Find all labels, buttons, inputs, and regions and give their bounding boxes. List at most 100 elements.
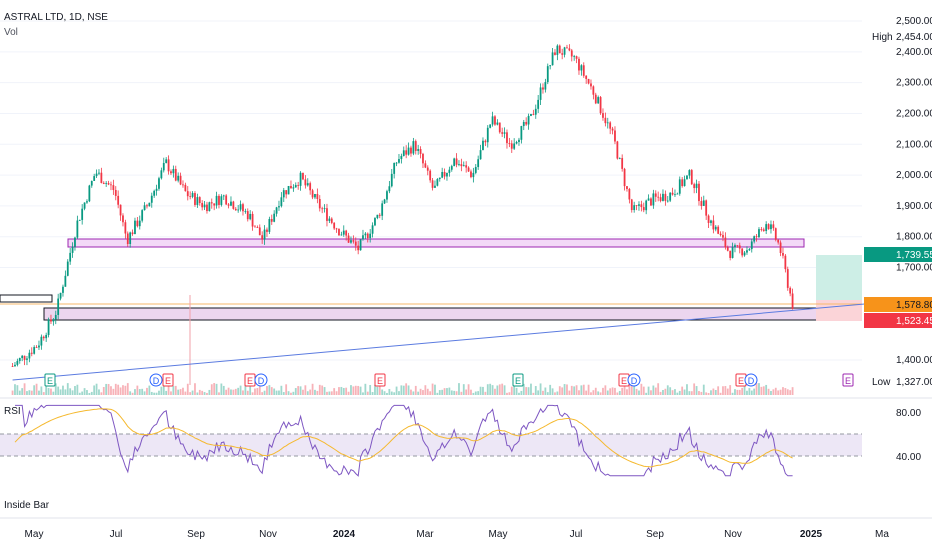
- candle-body: [347, 235, 350, 243]
- candle-body: [232, 201, 235, 209]
- candle-body: [182, 184, 184, 186]
- candle-body: [441, 171, 444, 178]
- candle-body: [758, 229, 760, 238]
- volume-bar: [527, 387, 530, 395]
- candle-body: [218, 195, 220, 205]
- volume-bar: [570, 385, 573, 395]
- candle-body: [402, 150, 405, 156]
- volume-bar: [206, 392, 208, 395]
- candle-body: [381, 203, 384, 216]
- candle-body: [62, 286, 64, 293]
- volume-bar: [431, 383, 434, 395]
- price-tick: 1,800.00: [896, 232, 932, 243]
- volume-bar: [590, 392, 592, 395]
- volume-bar: [340, 386, 343, 395]
- volume-bar: [81, 391, 84, 395]
- volume-bar: [124, 385, 127, 395]
- volume-bar: [95, 383, 98, 395]
- candle-body: [767, 224, 770, 230]
- volume-bar: [354, 385, 357, 395]
- earnings-marker[interactable]: E: [842, 373, 854, 387]
- volume-bar: [208, 389, 211, 395]
- volume-bar: [386, 392, 388, 395]
- volume-bar: [304, 385, 307, 395]
- stop-badge-value: 1,523.45: [896, 316, 932, 327]
- volume-bar: [112, 388, 115, 395]
- volume-bar: [542, 390, 544, 395]
- volume-bar: [273, 388, 276, 395]
- volume-bar: [686, 384, 688, 395]
- trendline[interactable]: [12, 297, 932, 381]
- earnings-marker[interactable]: E: [512, 373, 524, 387]
- candle-body: [275, 207, 278, 214]
- volume-bar: [198, 389, 201, 395]
- earnings-marker[interactable]: E: [374, 373, 386, 387]
- event-glyph: D: [748, 376, 755, 386]
- volume-bar: [599, 392, 602, 395]
- candle-body: [239, 204, 242, 210]
- candle-body: [206, 204, 208, 212]
- volume-bar: [551, 388, 554, 395]
- candle-body: [400, 155, 403, 160]
- volume-bar: [237, 387, 240, 395]
- dividend-marker[interactable]: D: [627, 373, 641, 387]
- candle-body: [14, 364, 16, 367]
- candle-body: [597, 97, 600, 104]
- candle-body: [338, 229, 340, 236]
- earnings-marker[interactable]: E: [162, 373, 174, 387]
- dividend-marker[interactable]: D: [149, 373, 163, 387]
- volume-bar: [412, 391, 415, 395]
- volume-bar: [722, 386, 724, 395]
- volume-bar: [609, 388, 612, 395]
- volume-bar: [100, 392, 103, 395]
- candle-body: [69, 252, 72, 262]
- volume-bar: [729, 385, 732, 395]
- candle-body: [717, 226, 720, 234]
- rsi-label: RSI: [4, 406, 21, 417]
- target-box[interactable]: [816, 255, 862, 306]
- earnings-marker[interactable]: E: [44, 373, 56, 387]
- volume-bar: [558, 386, 561, 395]
- dividend-marker[interactable]: D: [254, 373, 268, 387]
- volume-bar: [297, 386, 300, 395]
- volume-bar: [448, 387, 451, 395]
- candle-body: [635, 205, 638, 206]
- candle-body: [462, 165, 465, 167]
- volume-bar: [11, 390, 14, 395]
- volume-bar: [405, 383, 408, 395]
- volume-bar: [618, 390, 621, 395]
- candle-body: [256, 227, 259, 229]
- candle-body: [623, 168, 626, 187]
- volume-bar: [345, 387, 348, 395]
- volume-bar: [482, 386, 484, 395]
- volume-bar: [105, 383, 108, 395]
- earnings-marker[interactable]: E: [244, 373, 256, 387]
- candle-body: [105, 183, 108, 184]
- candle-body: [393, 162, 396, 174]
- candle-body: [237, 209, 240, 211]
- candle-body: [630, 199, 633, 211]
- support-zone[interactable]: [67, 238, 805, 248]
- volume-bar: [633, 385, 636, 395]
- candle-body: [95, 173, 98, 177]
- volume-bar: [369, 384, 372, 395]
- volume-bar: [225, 389, 228, 395]
- dividend-marker[interactable]: D: [744, 373, 758, 387]
- stop-box[interactable]: [816, 300, 862, 321]
- volume-bar: [789, 390, 792, 395]
- candle-body: [369, 233, 372, 239]
- candle-body: [491, 116, 494, 125]
- candle-body: [484, 140, 487, 143]
- volume-bar: [494, 388, 496, 395]
- volume-bar: [203, 392, 206, 395]
- event-glyph: E: [377, 376, 383, 386]
- rsi-ma-line: [14, 408, 793, 468]
- price-tick: 2,000.00: [896, 170, 932, 181]
- left-zone-box[interactable]: [0, 294, 53, 303]
- time-tick: May: [489, 529, 508, 540]
- volume-bar: [246, 390, 249, 395]
- candle-body: [148, 202, 151, 207]
- price-tick: 2,100.00: [896, 139, 932, 150]
- candle-body: [254, 226, 256, 228]
